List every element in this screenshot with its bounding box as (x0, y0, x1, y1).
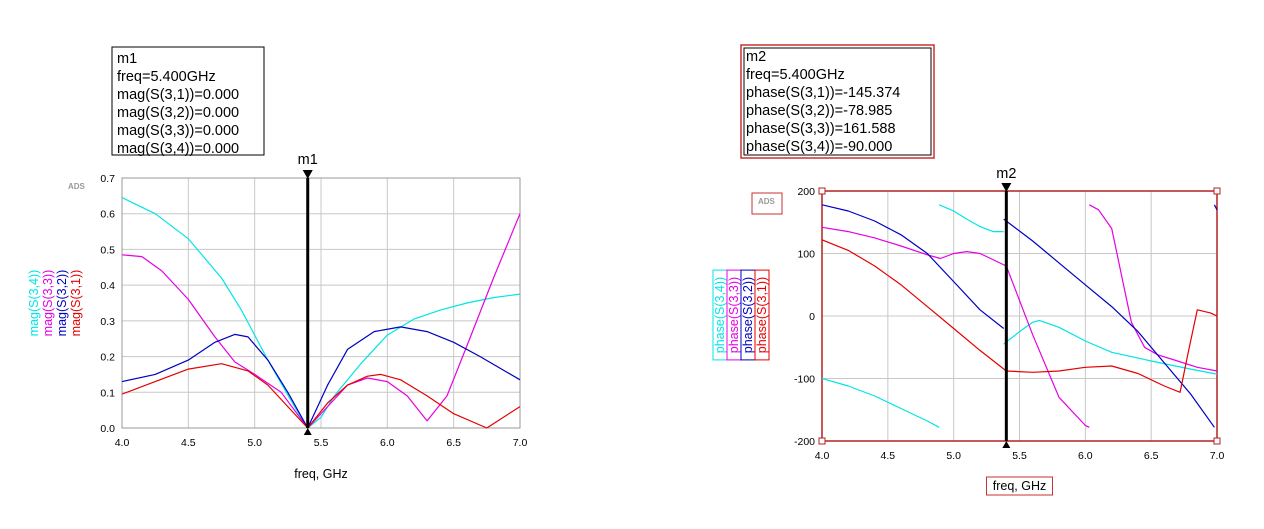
plot-frame (121, 177, 521, 429)
y-tick-label: 0.0 (100, 423, 115, 435)
series-line (822, 204, 1005, 329)
y-tick-label: 0.3 (100, 316, 115, 328)
x-tick-label: 6.5 (446, 437, 461, 449)
y-tick-label: -100 (794, 374, 815, 386)
y-axis-series-label: phase(S(3,2)) (741, 277, 755, 353)
marker-readout-box (740, 44, 935, 159)
frame-handle (818, 437, 826, 445)
series-line (822, 226, 1090, 428)
marker-triangle-top (1001, 183, 1012, 192)
marker-readout-line: mag(S(3,1))=0.000 (117, 87, 239, 103)
y-axis-series-label-box (754, 269, 770, 361)
y-tick-label: 0.1 (100, 387, 115, 399)
x-tick-label: 4.0 (115, 437, 130, 449)
marker-readout-inner (743, 47, 932, 156)
y-axis-series-label: phase(S(3,3)) (727, 277, 741, 353)
series-line (122, 363, 521, 429)
series-line (1003, 218, 1215, 428)
marker-readout-line: mag(S(3,2))=0.000 (117, 105, 239, 121)
marker-readout-line: m1 (117, 51, 137, 67)
marker-readout-line: freq=5.400GHz (746, 67, 845, 83)
x-axis-label: freq, GHz (993, 479, 1047, 493)
x-tick-label: 7.0 (1210, 450, 1225, 462)
phase-chart: 4.0 4.5 5.0 5.5 6.0 6.5 7.0 -200 -100 0 100 200 freq… (712, 44, 1225, 496)
x-tick-label: 4.5 (881, 450, 896, 462)
series-line (1213, 204, 1218, 211)
frame-handle (1213, 187, 1221, 195)
x-tick-label: 6.5 (1144, 450, 1159, 462)
x-tick-label: 5.5 (1012, 450, 1027, 462)
y-tick-label: 0 (809, 311, 815, 323)
ads-badge-box (751, 192, 783, 215)
y-tick-label: 0.2 (100, 352, 115, 364)
x-axis-label: freq, GHz (294, 467, 348, 481)
ads-badge: ADS (758, 197, 776, 206)
marker-readout-box (111, 46, 265, 156)
x-tick-label: 4.5 (181, 437, 196, 449)
x-tick-label: 6.0 (380, 437, 395, 449)
y-tick-label: 0.4 (100, 280, 115, 292)
y-tick-label: 100 (797, 249, 815, 261)
y-tick-label: -200 (794, 436, 815, 448)
x-axis-label-box (986, 476, 1053, 496)
x-tick-label: 7.0 (513, 437, 528, 449)
series-line (122, 213, 521, 429)
y-axis-series-label: mag(S(3,2)) (55, 270, 69, 337)
series-line (1089, 204, 1218, 372)
y-axis-series-label: mag(S(3,4)) (27, 270, 41, 337)
grid (821, 190, 1218, 442)
marker-readout-line: mag(S(3,3))=0.000 (117, 123, 239, 139)
marker-readout-line: phase(S(3,4))=-90.000 (746, 139, 892, 155)
marker-readout-line: m2 (746, 49, 766, 65)
series-line (1003, 319, 1218, 375)
series-line (822, 377, 940, 428)
marker-readout-line: mag(S(3,4))=0.000 (117, 141, 239, 157)
y-axis-series-label: mag(S(3,3)) (41, 270, 55, 337)
series-line (122, 197, 521, 429)
y-axis-series-label: phase(S(3,4)) (713, 277, 727, 353)
x-tick-label: 5.0 (247, 437, 262, 449)
y-axis-series-label: mag(S(3,1)) (69, 270, 83, 337)
y-tick-label: 0.6 (100, 209, 115, 221)
y-tick-label: 0.5 (100, 244, 115, 256)
series-line (938, 204, 1004, 233)
marker-name-label: m2 (996, 166, 1016, 182)
marker-triangle-bottom (1002, 441, 1011, 448)
magnitude-chart: 4.0 4.5 5.0 5.5 6.0 6.5 7.0 0.0 0.1 0.2 0.3 0.4 0.5 0… (27, 46, 528, 481)
series-line (822, 239, 1218, 393)
grid (121, 177, 521, 429)
marker-readout-line: freq=5.400GHz (117, 69, 216, 85)
x-tick-label: 6.0 (1078, 450, 1093, 462)
x-tick-label: 5.0 (946, 450, 961, 462)
y-tick-label: 200 (797, 186, 815, 198)
marker-readout-line: phase(S(3,2))=-78.985 (746, 103, 892, 119)
frame-handle (1213, 437, 1221, 445)
y-axis-series-label: phase(S(3,1)) (755, 277, 769, 353)
x-tick-label: 5.5 (314, 437, 329, 449)
frame-handle (818, 187, 826, 195)
marker-readout-line: phase(S(3,3))=161.588 (746, 121, 896, 137)
marker-name-label: m1 (298, 152, 318, 168)
marker-triangle-bottom (303, 428, 312, 435)
marker-readout-line: phase(S(3,1))=-145.374 (746, 85, 900, 101)
marker-triangle-top (302, 170, 313, 179)
ads-badge: ADS (68, 182, 86, 191)
y-tick-label: 0.7 (100, 173, 115, 185)
x-tick-label: 4.0 (815, 450, 830, 462)
